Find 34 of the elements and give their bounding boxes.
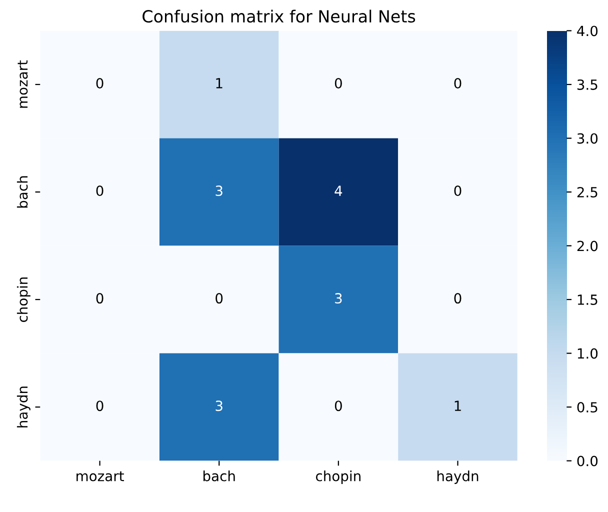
y-tick-label: haydn [16, 386, 30, 428]
color-bar-label: 0.5 [577, 402, 598, 413]
color-bar-label: 2.5 [577, 186, 598, 198]
data-label: 0 [96, 78, 104, 89]
color-bar-label: 2.0 [577, 240, 598, 252]
data-label: 0 [334, 400, 342, 412]
y-tick-label: mozart [18, 60, 28, 108]
color-bar-label: 1.5 [578, 294, 598, 305]
data-label: 4 [334, 186, 342, 196]
color-bar-label: 3.0 [577, 133, 598, 144]
y-tick-label: chopin [16, 277, 30, 322]
data-label: 3 [216, 186, 222, 196]
color-bar-label: 0.0 [577, 456, 598, 466]
data-label: 0 [334, 78, 342, 89]
data-label: 0 [96, 400, 104, 412]
x-tick-label: bach [203, 470, 235, 482]
data-label: 0 [96, 186, 104, 196]
data-label: 0 [96, 293, 104, 304]
data-label: 1 [454, 400, 461, 411]
data-label: 1 [216, 78, 222, 88]
data-label: 0 [216, 293, 223, 304]
color-bar-label: 3.5 [577, 79, 598, 90]
x-tick-label: chopin [316, 470, 360, 484]
x-tick-label: mozart [76, 471, 124, 482]
data-label: 0 [454, 78, 462, 89]
data-label: 3 [335, 293, 342, 304]
chart-title: Confusion matrix for Neural Nets [142, 10, 416, 23]
data-label: 0 [454, 186, 462, 196]
data-label: 3 [216, 400, 222, 412]
color-bar-label: 1.0 [578, 348, 598, 359]
x-tick-label: haydn [437, 470, 478, 484]
data-label: 0 [454, 293, 462, 304]
y-tick-label: bach [16, 176, 28, 208]
color-bar-label: 4.0 [577, 26, 598, 36]
